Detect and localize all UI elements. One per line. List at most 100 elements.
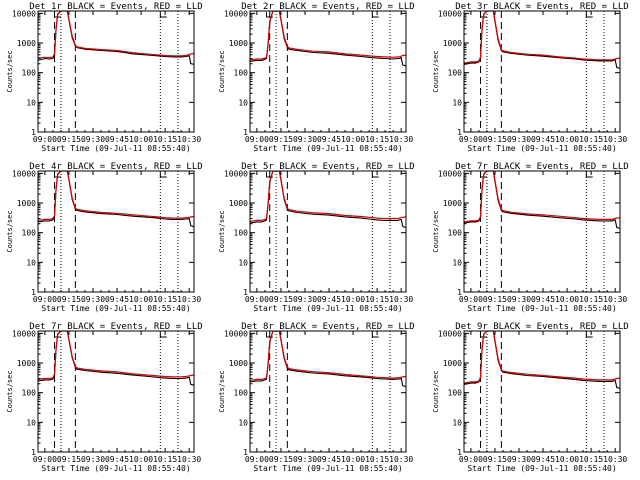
- y-tick-label: 10000: [438, 329, 462, 338]
- detector-panel: 09:00 09:15 09:30 09:45 10:00 10:15 10:30 1 10 10…: [6, 2, 203, 153]
- lld-series-line: [38, 11, 194, 59]
- y-axis-label: Counts/sec: [432, 370, 440, 412]
- state-bracket: [371, 12, 379, 18]
- detector-panel: 09:00 09:15 09:30 09:45 10:00 10:15 10:30 1 10 10…: [432, 2, 629, 153]
- state-bracket: [585, 332, 593, 338]
- panel-title: Det 4r BLACK = Events, RED = LLD: [29, 162, 202, 172]
- lld-series-line: [464, 171, 620, 223]
- events-series-line: [250, 171, 406, 229]
- x-tick-label: 09:30: [293, 455, 317, 464]
- y-tick-label: 10000: [12, 9, 36, 18]
- y-tick-label: 1: [31, 128, 36, 137]
- y-tick-label: 100: [448, 69, 463, 78]
- y-tick-label: 10: [238, 418, 248, 427]
- x-axis-label: Start Time (09-Jul-11 08:55:40): [41, 304, 190, 313]
- x-tick-label: 09:00: [33, 455, 57, 464]
- y-axis-label: Counts/sec: [218, 370, 226, 412]
- y-tick-label: 1000: [443, 199, 462, 208]
- x-tick-label: 10:15: [153, 295, 177, 304]
- x-axis-label: Start Time (09-Jul-11 08:55:40): [467, 144, 616, 153]
- x-tick-label: 10:30: [603, 455, 627, 464]
- y-tick-label: 10000: [224, 329, 248, 338]
- x-tick-label: 09:30: [81, 135, 105, 144]
- y-tick-label: 10000: [12, 169, 36, 178]
- series-group: [250, 171, 406, 229]
- x-tick-label: 10:15: [579, 135, 603, 144]
- events-series-line: [250, 331, 406, 388]
- plot-frame: [463, 330, 621, 453]
- plot-frame: [463, 10, 621, 133]
- plot-frame: [463, 170, 621, 293]
- x-tick-label: 09:00: [459, 135, 483, 144]
- y-tick-label: 1000: [17, 359, 36, 368]
- x-tick-label: 10:00: [129, 295, 153, 304]
- x-tick-label: 09:30: [293, 295, 317, 304]
- x-tick-label: 09:45: [317, 455, 341, 464]
- y-axis-label: Counts/sec: [6, 370, 14, 412]
- state-bracket: [371, 332, 379, 338]
- x-tick-label: 09:00: [459, 455, 483, 464]
- detector-panel: 09:00 09:15 09:30 09:45 10:00 10:15 10:30 1 10 10…: [6, 322, 203, 473]
- x-tick-label: 09:15: [57, 135, 81, 144]
- detector-panel: 09:00 09:15 09:30 09:45 10:00 10:15 10:30 1 10 10…: [432, 162, 629, 313]
- x-tick-label: 10:15: [579, 295, 603, 304]
- x-tick-label: 10:00: [341, 455, 365, 464]
- state-bracket: [54, 332, 61, 338]
- x-axis-label: Start Time (09-Jul-11 08:55:40): [467, 304, 616, 313]
- x-tick-label: 10:30: [603, 135, 627, 144]
- y-tick-label: 100: [448, 389, 463, 398]
- y-tick-label: 1: [243, 288, 248, 297]
- y-tick-label: 100: [22, 229, 37, 238]
- x-tick-label: 09:15: [483, 455, 507, 464]
- y-tick-label: 1: [31, 288, 36, 297]
- x-tick-label: 10:15: [153, 455, 177, 464]
- y-tick-label: 1000: [229, 199, 248, 208]
- x-tick-label: 09:00: [33, 135, 57, 144]
- x-axis-label: Start Time (09-Jul-11 08:55:40): [41, 144, 190, 153]
- x-axis-label: Start Time (09-Jul-11 08:55:40): [253, 304, 402, 313]
- panel-title: Det 1r BLACK = Events, RED = LLD: [29, 2, 202, 12]
- y-tick-label: 10000: [224, 9, 248, 18]
- series-group: [464, 11, 620, 69]
- plot-frame: [249, 330, 407, 453]
- plot-frame: [249, 170, 407, 293]
- x-tick-label: 09:45: [531, 455, 555, 464]
- x-tick-label: 10:15: [365, 455, 389, 464]
- detector-panel: 09:00 09:15 09:30 09:45 10:00 10:15 10:30 1 10 10…: [6, 162, 203, 313]
- y-tick-label: 10: [26, 98, 36, 107]
- x-tick-label: 09:30: [293, 135, 317, 144]
- x-axis-label: Start Time (09-Jul-11 08:55:40): [253, 464, 402, 473]
- x-tick-label: 10:00: [555, 295, 579, 304]
- x-tick-label: 09:15: [483, 135, 507, 144]
- state-bracket: [159, 332, 167, 338]
- state-bracket: [585, 172, 593, 178]
- x-tick-label: 10:15: [365, 135, 389, 144]
- y-tick-label: 1000: [443, 39, 462, 48]
- y-tick-label: 10: [26, 418, 36, 427]
- x-tick-label: 09:15: [483, 295, 507, 304]
- series-group: [464, 331, 620, 389]
- x-tick-label: 10:30: [389, 295, 413, 304]
- x-tick-label: 09:30: [507, 135, 531, 144]
- x-tick-label: 09:15: [57, 295, 81, 304]
- y-tick-label: 10000: [438, 169, 462, 178]
- y-tick-label: 1: [457, 128, 462, 137]
- plot-frame: [37, 170, 195, 293]
- y-tick-label: 10000: [12, 329, 36, 338]
- y-tick-label: 100: [22, 69, 37, 78]
- y-tick-label: 100: [448, 229, 463, 238]
- y-tick-label: 1000: [443, 359, 462, 368]
- panel-title: Det 5r BLACK = Events, RED = LLD: [241, 162, 414, 172]
- x-tick-label: 10:30: [177, 295, 201, 304]
- y-axis-label: Counts/sec: [218, 50, 226, 92]
- y-axis-label: Counts/sec: [6, 50, 14, 92]
- y-axis-label: Counts/sec: [432, 210, 440, 252]
- lld-series-line: [464, 331, 620, 384]
- detector-panel: 09:00 09:15 09:30 09:45 10:00 10:15 10:30 1 10 10…: [432, 322, 629, 473]
- x-tick-label: 10:30: [177, 135, 201, 144]
- x-tick-label: 09:30: [81, 455, 105, 464]
- x-tick-label: 10:00: [341, 135, 365, 144]
- panel-title: Det 8r BLACK = Events, RED = LLD: [241, 322, 414, 332]
- plot-frame: [37, 330, 195, 453]
